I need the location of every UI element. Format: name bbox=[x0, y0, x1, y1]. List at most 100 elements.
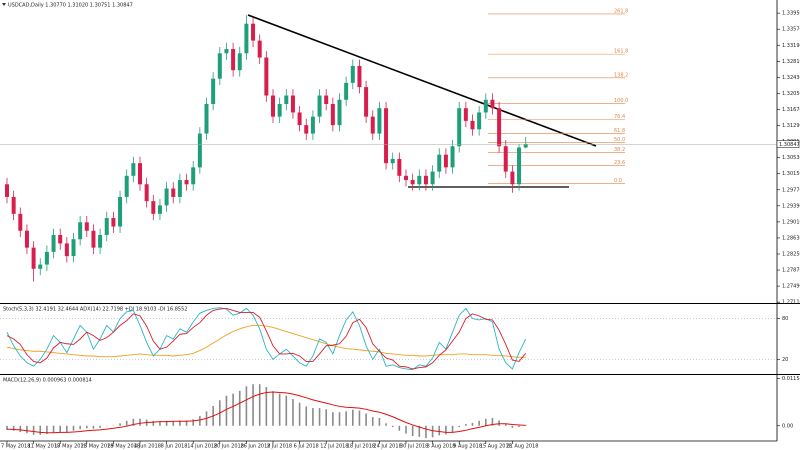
macd-bar bbox=[365, 413, 367, 426]
trend-line bbox=[247, 14, 597, 147]
candle-body bbox=[463, 108, 468, 121]
x-tick-label: 8 Jun 2018 bbox=[161, 444, 188, 450]
candle-body bbox=[290, 95, 295, 113]
candle-body bbox=[330, 103, 335, 126]
macd-bar bbox=[478, 420, 480, 426]
candle-body bbox=[423, 175, 428, 185]
x-tick-label: 12 Jul 2018 bbox=[320, 444, 348, 450]
chart-title: USDCAD,Daily 1.30770 1.31020 1.30751 1.3… bbox=[8, 3, 133, 9]
candle-body bbox=[284, 95, 289, 104]
macd-bar bbox=[66, 425, 68, 432]
macd-bar bbox=[431, 425, 434, 438]
macd-bar bbox=[298, 402, 301, 426]
macd-bar bbox=[132, 418, 135, 426]
x-tick-label: 20 Jun 2018 bbox=[214, 444, 244, 450]
candle-body bbox=[197, 133, 202, 168]
macd-bar bbox=[185, 420, 188, 426]
candle-body bbox=[271, 95, 275, 117]
candle-body bbox=[350, 65, 355, 83]
macd-bar bbox=[292, 399, 294, 426]
candle-body bbox=[404, 175, 408, 181]
x-tick-label: 24 Jul 2018 bbox=[373, 444, 401, 450]
macd-bar bbox=[79, 425, 81, 430]
macd-bar bbox=[232, 393, 234, 426]
candle-body bbox=[38, 264, 43, 269]
macd-bar bbox=[345, 411, 347, 426]
macd-bar bbox=[491, 417, 494, 426]
macd-bar bbox=[332, 412, 334, 426]
indicator-line bbox=[6, 391, 526, 434]
x-tick-label: 30 Jul 2018 bbox=[400, 444, 428, 450]
y-tick-label: 20 bbox=[782, 357, 788, 363]
symbol-icon bbox=[2, 3, 6, 6]
y-tick-label: 1.27110 bbox=[782, 300, 800, 306]
macd-bar bbox=[46, 425, 48, 435]
candle-body bbox=[510, 171, 515, 185]
candle-body bbox=[151, 201, 156, 214]
candle-body bbox=[157, 205, 162, 214]
candle-body bbox=[410, 180, 415, 185]
x-tick-label: 6 Jul 2018 bbox=[294, 444, 319, 450]
candle-body bbox=[244, 23, 249, 54]
macd-bar bbox=[418, 425, 421, 437]
macd-bar bbox=[405, 425, 407, 434]
macd-bar bbox=[225, 395, 228, 426]
y-tick-label: 1.27490 bbox=[782, 284, 800, 290]
y-tick-label: 1.28630 bbox=[782, 235, 800, 241]
macd-bar bbox=[278, 393, 281, 426]
macd-bar bbox=[504, 424, 507, 426]
macd-bar bbox=[192, 419, 194, 426]
candle-body bbox=[237, 53, 242, 71]
macd-bar bbox=[252, 384, 254, 426]
candle-body bbox=[450, 146, 455, 168]
stoch-title: Stoch(5,3,3) 32.4191 32.4644 ADX(14) 22.… bbox=[3, 307, 187, 313]
candle-body bbox=[84, 222, 89, 231]
candle-body bbox=[364, 87, 369, 117]
macd-bar bbox=[99, 425, 101, 428]
macd-bar bbox=[165, 420, 168, 426]
macd-bar bbox=[305, 406, 308, 426]
fib-label: 61.8 bbox=[614, 128, 625, 134]
macd-bar bbox=[245, 386, 248, 426]
macd-bar bbox=[285, 395, 288, 426]
indicator-line bbox=[6, 324, 526, 358]
candle-body bbox=[357, 65, 362, 88]
fib-label: 76.4 bbox=[614, 114, 625, 120]
macd-bar bbox=[398, 425, 401, 431]
candle-body bbox=[523, 144, 528, 148]
macd-bar bbox=[92, 425, 95, 429]
candle-body bbox=[251, 23, 256, 41]
macd-bar bbox=[52, 425, 55, 433]
candle-body bbox=[191, 167, 196, 185]
candle-body bbox=[138, 163, 142, 185]
candle-body bbox=[483, 99, 488, 113]
fib-label: 50.0 bbox=[614, 137, 625, 143]
candle-body bbox=[443, 154, 448, 168]
macd-bar bbox=[498, 420, 500, 426]
y-tick-label: 1.29770 bbox=[782, 187, 800, 193]
candle-body bbox=[31, 247, 36, 269]
x-tick-label: 21 Aug 2018 bbox=[506, 444, 538, 450]
candle-body bbox=[18, 213, 23, 231]
candle-body bbox=[437, 154, 442, 172]
macd-bar bbox=[272, 391, 274, 426]
x-tick-label: 26 Jun 2018 bbox=[240, 444, 270, 450]
candle-body bbox=[377, 108, 382, 134]
macd-bar bbox=[19, 425, 22, 432]
x-tick-label: 15 Aug 2018 bbox=[480, 444, 512, 450]
candle-body bbox=[257, 40, 262, 58]
macd-bar bbox=[12, 425, 15, 431]
indicator-line bbox=[6, 307, 527, 371]
candle-body bbox=[224, 49, 229, 54]
fib-label: 261.8 bbox=[614, 8, 628, 14]
fib-label: 23.6 bbox=[614, 160, 625, 166]
candle-body bbox=[477, 112, 482, 130]
x-tick-label: 9 Aug 2018 bbox=[453, 444, 482, 450]
y-tick-label: 0.00 bbox=[782, 423, 793, 429]
candle-body bbox=[164, 188, 169, 206]
macd-bar bbox=[485, 418, 487, 426]
candle-body bbox=[104, 218, 109, 235]
candle-body bbox=[78, 222, 83, 240]
x-tick-label: 23 May 2018 bbox=[81, 444, 114, 450]
